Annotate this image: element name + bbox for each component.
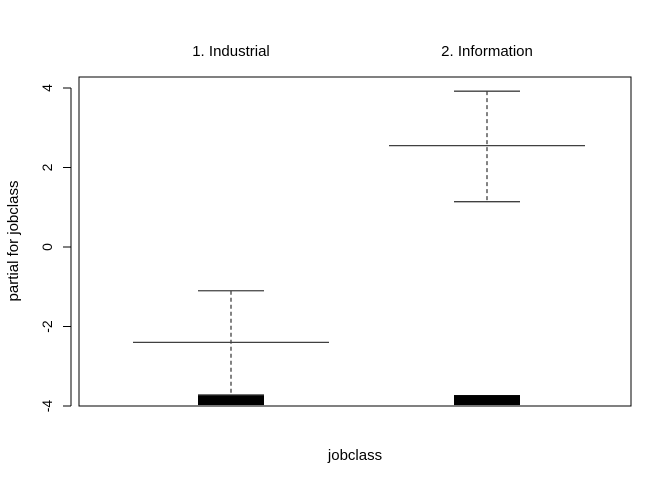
- category-labels: 1. Industrial 2. Information: [192, 43, 533, 60]
- plot-marks: [133, 90, 585, 406]
- rug-mark: [198, 395, 264, 406]
- y-axis-label: partial for jobclass: [5, 181, 22, 302]
- x-axis-label: jobclass: [327, 447, 382, 464]
- category-label: 2. Information: [441, 43, 533, 60]
- rug-mark: [454, 395, 520, 406]
- plot-frame: [78, 76, 632, 407]
- y-tick-label: 2: [39, 163, 55, 171]
- y-axis: -4 -2 0 2 4: [39, 84, 72, 413]
- y-tick-label: 4: [39, 84, 55, 92]
- y-tick-label: 0: [39, 243, 55, 251]
- category-label: 1. Industrial: [192, 43, 270, 60]
- y-tick-label: -2: [39, 320, 55, 333]
- y-tick-label: -4: [39, 400, 55, 413]
